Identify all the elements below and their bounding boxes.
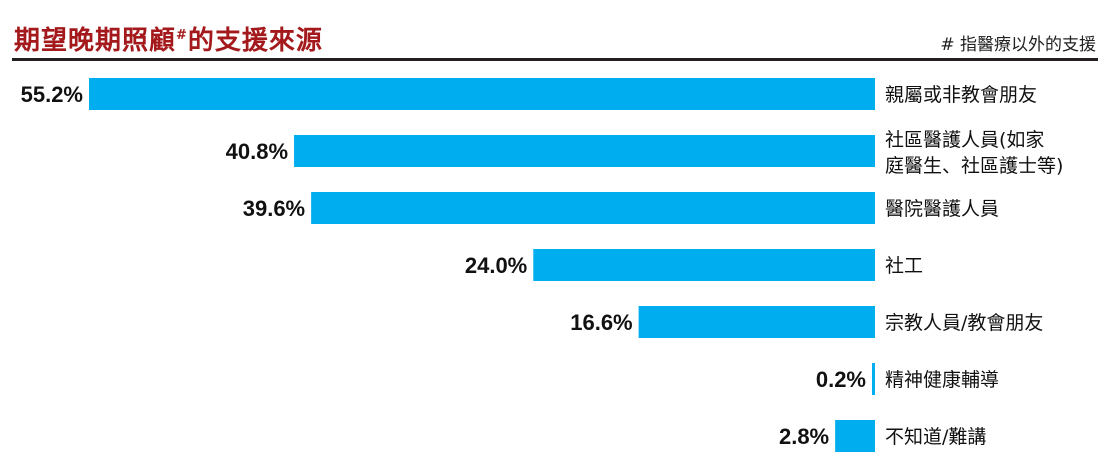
bar-1 <box>294 135 876 167</box>
category-label-1-line-0: 社區醫護人員(如家 <box>885 129 1044 151</box>
bar-6 <box>835 420 875 452</box>
value-label-2: 39.6% <box>243 196 305 221</box>
value-label-4: 16.6% <box>570 310 632 335</box>
footnote-note: # 指醫療以外的支援 <box>940 35 1096 55</box>
chart-title-main: 期望晚期照顧 <box>14 26 177 56</box>
value-label-6: 2.8% <box>779 424 829 449</box>
bar-4 <box>638 306 875 338</box>
bar-2 <box>311 192 875 224</box>
category-label-6: 不知道/難講 <box>885 426 986 448</box>
value-label-0: 55.2% <box>21 82 83 107</box>
bar-0 <box>89 78 875 110</box>
category-label-3: 社工 <box>885 255 923 277</box>
value-label-1: 40.8% <box>226 139 288 164</box>
bar-5 <box>872 363 875 395</box>
chart-title-mark: # <box>176 28 188 43</box>
category-label-4: 宗教人員/教會朋友 <box>885 312 1043 334</box>
category-label-0: 親屬或非教會朋友 <box>885 84 1037 106</box>
category-label-2: 醫院醫護人員 <box>885 198 999 220</box>
value-label-3: 24.0% <box>465 253 527 278</box>
chart-title: 期望晚期照顧#的支援來源 <box>14 20 323 57</box>
category-label-1-line-1: 庭醫生、社區護士等) <box>885 155 1063 177</box>
bar-3 <box>533 249 875 281</box>
category-label-5: 精神健康輔導 <box>885 369 999 391</box>
title-rule <box>12 58 1098 61</box>
chart-title-tail: 的支援來源 <box>187 26 323 56</box>
value-label-5: 0.2% <box>816 367 866 392</box>
